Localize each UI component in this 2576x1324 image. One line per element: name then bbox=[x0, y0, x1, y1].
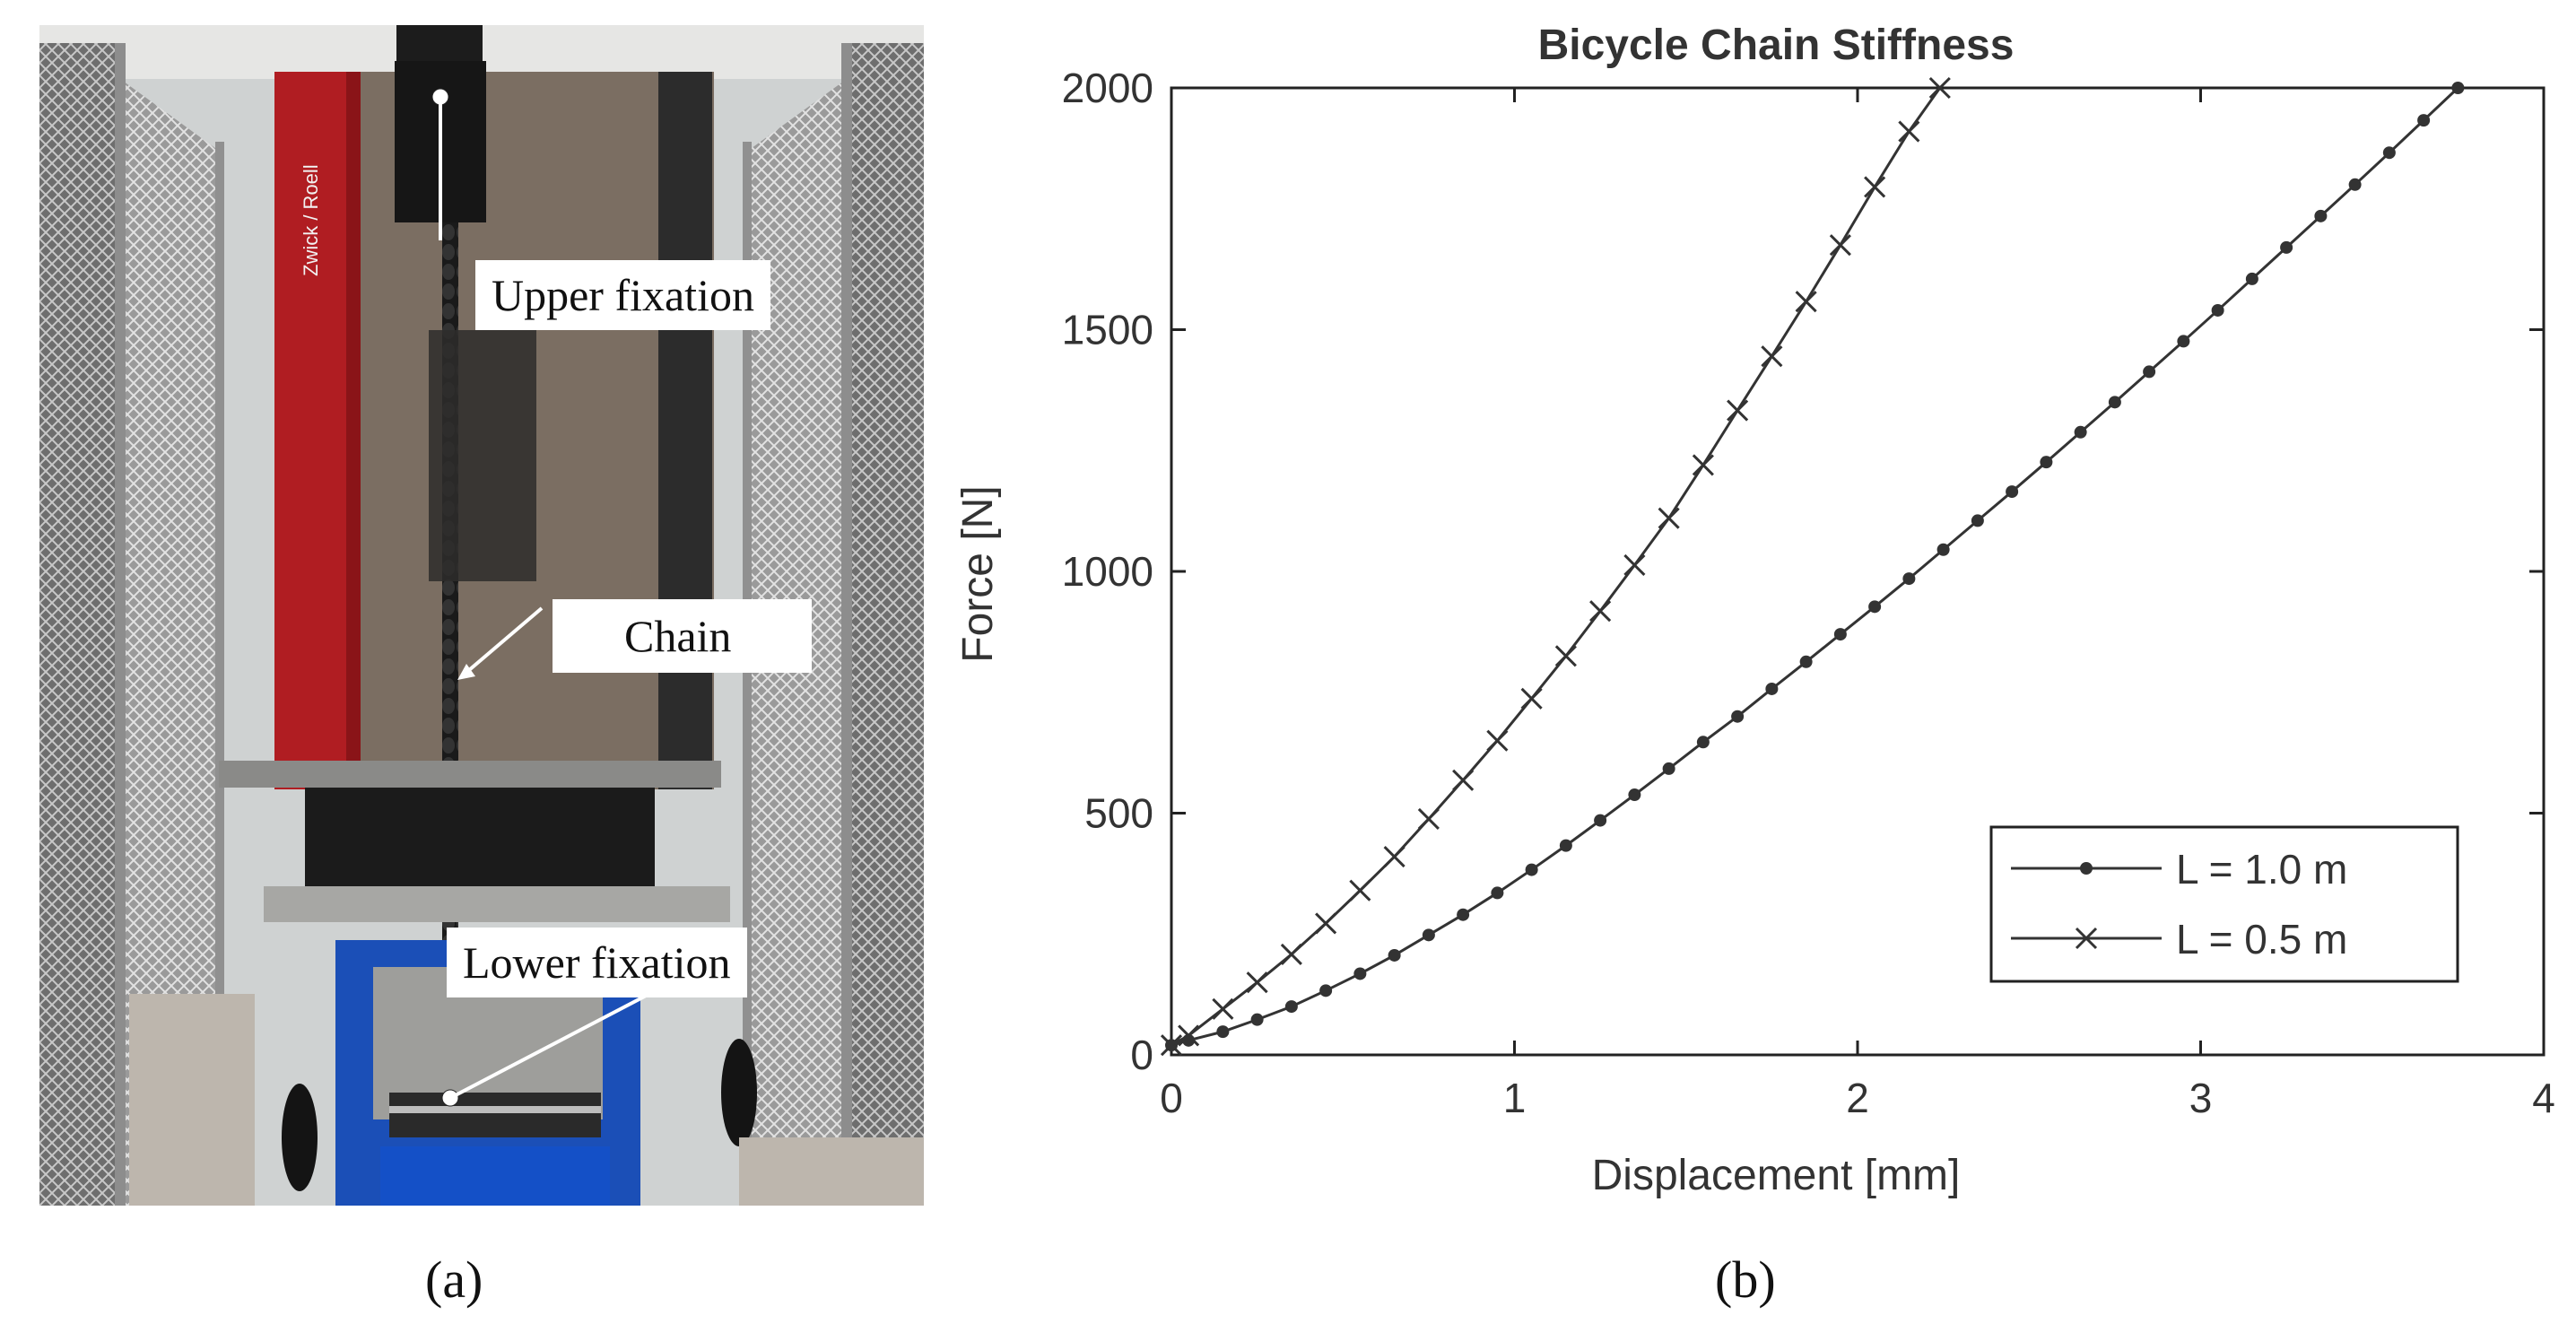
legend-entry: L = 0.5 m bbox=[2011, 916, 2347, 963]
data-point bbox=[1452, 769, 1475, 791]
data-point bbox=[2143, 365, 2156, 379]
legend-entry: L = 1.0 m bbox=[2011, 846, 2347, 893]
data-point bbox=[1795, 291, 1817, 313]
data-point bbox=[1422, 928, 1435, 942]
data-point bbox=[2314, 209, 2328, 222]
legend-marker bbox=[2075, 927, 2098, 950]
data-point bbox=[1520, 687, 1543, 710]
machine-brand-logo: Zwick / Roell bbox=[300, 164, 322, 276]
data-point bbox=[1589, 600, 1612, 623]
data-point bbox=[1284, 1000, 1298, 1014]
x-axis-label: Displacement [mm] bbox=[1592, 1152, 1961, 1199]
data-point bbox=[1731, 710, 1745, 723]
x-tick-label: 1 bbox=[1503, 1075, 1527, 1121]
series-line bbox=[1171, 87, 1942, 1047]
series-2 bbox=[1160, 76, 1951, 1057]
y-axis-label: Force [N] bbox=[954, 485, 1002, 662]
label-upper-fixation: Upper fixation bbox=[475, 260, 770, 330]
data-point bbox=[1178, 1024, 1200, 1047]
data-point bbox=[1692, 454, 1714, 476]
data-point bbox=[1319, 984, 1333, 997]
data-point bbox=[1486, 729, 1509, 752]
data-point bbox=[1765, 682, 1779, 695]
chart-title: Bicycle Chain Stiffness bbox=[1538, 22, 2015, 69]
data-point bbox=[1864, 176, 1886, 198]
data-point bbox=[1898, 120, 1920, 143]
data-point bbox=[1388, 948, 1401, 962]
data-point bbox=[1761, 345, 1783, 368]
legend-box bbox=[1989, 825, 2459, 983]
caption-panel-a: (a) bbox=[425, 1250, 483, 1309]
data-point bbox=[1833, 628, 1847, 641]
axes: 0 1 2 3 4 0 500 1000 1500 2000 bbox=[1062, 65, 2555, 1121]
series-layer bbox=[1160, 76, 2465, 1057]
data-point bbox=[1491, 886, 1504, 900]
data-point bbox=[1971, 514, 1984, 527]
label-chain: Chain bbox=[553, 599, 813, 673]
data-point bbox=[1315, 912, 1337, 935]
data-point bbox=[1554, 645, 1577, 667]
data-point bbox=[1936, 543, 1950, 556]
data-point bbox=[1216, 1025, 1230, 1039]
y-tick-label: 1500 bbox=[1062, 307, 1153, 353]
data-point bbox=[1727, 399, 1749, 422]
y-tick-label: 2000 bbox=[1062, 65, 1153, 111]
data-point bbox=[1353, 967, 1367, 980]
y-tick-label: 0 bbox=[1130, 1032, 1153, 1078]
stiffness-chart: Bicycle Chain Stiffness 0 1 2 3 4 0 500 1000 150… bbox=[954, 22, 2555, 1199]
series-1 bbox=[1165, 82, 2465, 1052]
data-point bbox=[2211, 303, 2224, 317]
data-point bbox=[1829, 234, 1851, 257]
data-point bbox=[2348, 178, 2362, 191]
data-point bbox=[1799, 655, 1813, 668]
data-point bbox=[2177, 335, 2190, 348]
data-point bbox=[2280, 240, 2293, 254]
data-point bbox=[1525, 863, 1538, 876]
data-point bbox=[2382, 146, 2396, 160]
data-point bbox=[1628, 788, 1641, 802]
legend: L = 1.0 m L = 0.5 m bbox=[1989, 825, 2459, 983]
data-point bbox=[1160, 1034, 1183, 1057]
data-point bbox=[2074, 425, 2087, 439]
data-point bbox=[1349, 879, 1371, 902]
data-point bbox=[1559, 839, 1572, 852]
data-point bbox=[2451, 82, 2465, 94]
data-point bbox=[1623, 553, 1646, 577]
data-point bbox=[2006, 485, 2019, 499]
x-tick-label: 3 bbox=[2189, 1075, 2213, 1121]
data-point bbox=[1928, 76, 1951, 100]
data-point bbox=[1662, 762, 1675, 775]
data-point bbox=[2245, 272, 2258, 285]
y-tick-label: 1000 bbox=[1062, 548, 1153, 595]
y-tick-label: 500 bbox=[1084, 790, 1153, 837]
data-point bbox=[1457, 908, 1470, 921]
legend-marker bbox=[2080, 862, 2093, 875]
data-point bbox=[1868, 600, 1882, 614]
data-point bbox=[1902, 572, 1916, 586]
data-point bbox=[1658, 507, 1680, 529]
caption-panel-b: (b) bbox=[1715, 1250, 1776, 1309]
x-tick-label: 4 bbox=[2532, 1075, 2555, 1121]
x-tick-label: 0 bbox=[1160, 1075, 1183, 1121]
data-point bbox=[1383, 845, 1405, 868]
legend-label: L = 0.5 m bbox=[2176, 916, 2347, 963]
data-point bbox=[2108, 396, 2121, 409]
label-lower-fixation: Lower fixation bbox=[447, 928, 747, 997]
data-point bbox=[1280, 943, 1302, 965]
data-point bbox=[1250, 1013, 1264, 1026]
data-point bbox=[2417, 114, 2431, 127]
data-point bbox=[1594, 814, 1607, 827]
data-point bbox=[1212, 997, 1234, 1020]
test-rig-photo: Zwick / Roell Upper fixation Chain Lo bbox=[39, 25, 924, 1206]
data-point bbox=[1417, 807, 1440, 831]
data-point bbox=[2040, 456, 2053, 469]
data-point bbox=[1696, 736, 1710, 749]
x-tick-label: 2 bbox=[1846, 1075, 1869, 1121]
data-point bbox=[1246, 971, 1268, 994]
legend-label: L = 1.0 m bbox=[2176, 846, 2347, 893]
